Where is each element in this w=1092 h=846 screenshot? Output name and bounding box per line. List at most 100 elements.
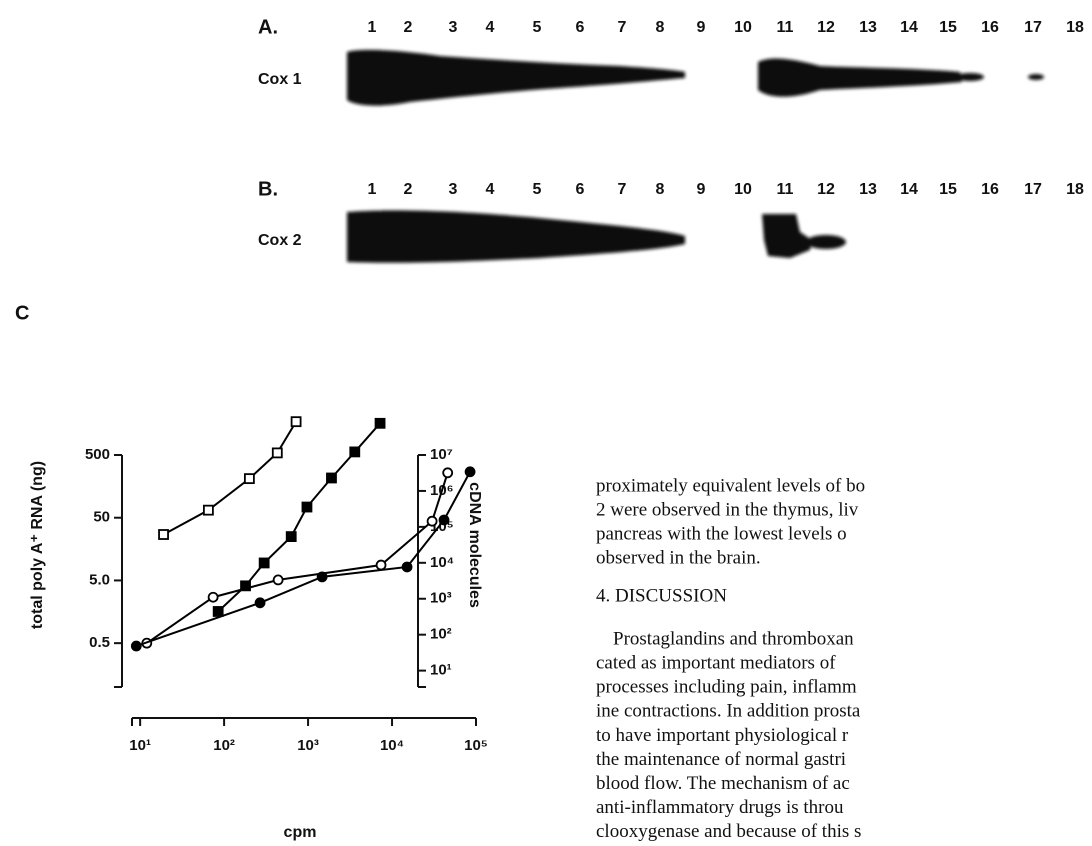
lane-number: 8 (656, 19, 665, 36)
x-tick-label: 10¹ (129, 737, 151, 754)
lane-number: 11 (777, 19, 794, 36)
lane-number: 1 (368, 181, 377, 198)
body-line: processes including pain, inflamm (596, 677, 857, 698)
data-point (466, 467, 475, 476)
lane-number: 11 (777, 181, 794, 198)
lane-number: 13 (859, 181, 877, 198)
body-line: proximately equivalent levels of bo (596, 475, 865, 496)
body-line: to have important physiological r (596, 725, 849, 746)
lane-number: 18 (1066, 19, 1084, 36)
lane-number: 14 (900, 181, 918, 198)
body-line: 2 were observed in the thymus, liv (596, 499, 859, 520)
data-point (214, 607, 223, 616)
x-axis-label: cpm (284, 824, 317, 841)
data-point (428, 517, 437, 526)
lane-number: 14 (900, 19, 918, 36)
gel-band (347, 50, 685, 106)
body-line: clooxygenase and because of this s (596, 821, 861, 842)
data-point (256, 598, 265, 607)
data-point (327, 473, 336, 482)
body-line: blood flow. The mechanism of ac (596, 773, 850, 794)
y2-tick-label: 10² (430, 626, 452, 643)
lane-number: 2 (404, 19, 413, 36)
lane-number: 9 (697, 19, 706, 36)
gel-panel-label: B. (258, 178, 278, 200)
y2-tick-label: 10¹ (430, 662, 452, 679)
x-tick-label: 10³ (297, 737, 319, 754)
lane-number: 3 (449, 181, 458, 198)
lane-number: 3 (449, 19, 458, 36)
series-line (164, 422, 297, 535)
gel-band (762, 214, 812, 258)
x-tick-label: 10⁵ (464, 737, 488, 754)
gel-band (956, 73, 984, 81)
lane-number: 18 (1066, 181, 1084, 198)
lane-number: 12 (817, 19, 835, 36)
gel-bands (347, 50, 1044, 263)
data-point (292, 417, 301, 426)
data-point (273, 448, 282, 457)
x-tick-label: 10² (213, 737, 235, 754)
gel-band (1028, 74, 1044, 80)
data-point (440, 515, 449, 524)
lane-number: 17 (1024, 19, 1042, 36)
data-point (204, 506, 213, 515)
body-line: the maintenance of normal gastri (596, 749, 846, 770)
y-tick-label: 500 (85, 446, 110, 463)
lane-number: 15 (939, 181, 957, 198)
text-column: proximately equivalent levels of bo 2 wer… (596, 475, 865, 842)
lane-number: 2 (404, 181, 413, 198)
data-point (209, 593, 218, 602)
lane-number: 10 (734, 19, 752, 36)
gel-band (347, 210, 685, 262)
gel-panel-label: A. (258, 16, 278, 38)
data-point (245, 474, 254, 483)
y2-tick-label: 10³ (430, 590, 452, 607)
y2-tick-label: 10⁷ (430, 446, 453, 463)
lane-number: 16 (981, 19, 999, 36)
page: A.Cox 1123456789101112131415161718B.Cox … (0, 0, 1092, 846)
lane-number: 8 (656, 181, 665, 198)
body-line: observed in the brain. (596, 547, 761, 568)
lane-number: 16 (981, 181, 999, 198)
y-tick-label: 0.5 (89, 634, 110, 651)
gel-row-label: Cox 2 (258, 232, 302, 249)
body-line: pancreas with the lowest levels o (596, 523, 847, 544)
data-point (376, 419, 385, 428)
lane-number: 7 (618, 19, 627, 36)
lane-number: 5 (533, 181, 542, 198)
body-line: anti-inflammatory drugs is throu (596, 797, 844, 818)
y-axis-label: total poly A⁺ RNA (ng) (29, 461, 46, 629)
gel-row-label: Cox 1 (258, 71, 302, 88)
lane-number: 7 (618, 181, 627, 198)
lane-number: 4 (486, 19, 495, 36)
section-heading: 4. DISCUSSION (596, 585, 727, 606)
body-line: ine contractions. In addition prosta (596, 701, 861, 722)
data-point (260, 558, 269, 567)
y2-tick-label: 10⁴ (430, 554, 454, 571)
series-line (136, 472, 470, 646)
body-line: Prostaglandins and thromboxan (613, 628, 854, 649)
data-point (377, 561, 386, 570)
data-point (318, 572, 327, 581)
lane-number: 10 (734, 181, 752, 198)
data-point (132, 642, 141, 651)
gel-band (806, 235, 846, 249)
x-tick-label: 10⁴ (380, 737, 404, 754)
panel-label: C (15, 302, 29, 324)
lane-number: 15 (939, 19, 957, 36)
y2-axis-label: cDNA molecules (466, 482, 483, 608)
series-line (147, 473, 448, 643)
lane-number: 9 (697, 181, 706, 198)
lane-number: 5 (533, 19, 542, 36)
lane-number: 6 (576, 19, 585, 36)
lane-number: 6 (576, 181, 585, 198)
lane-number: 4 (486, 181, 495, 198)
data-point (274, 575, 283, 584)
data-point (350, 447, 359, 456)
data-point (159, 530, 168, 539)
y-tick-label: 5.0 (89, 571, 110, 588)
data-point (287, 532, 296, 541)
y-tick-label: 50 (93, 509, 110, 526)
